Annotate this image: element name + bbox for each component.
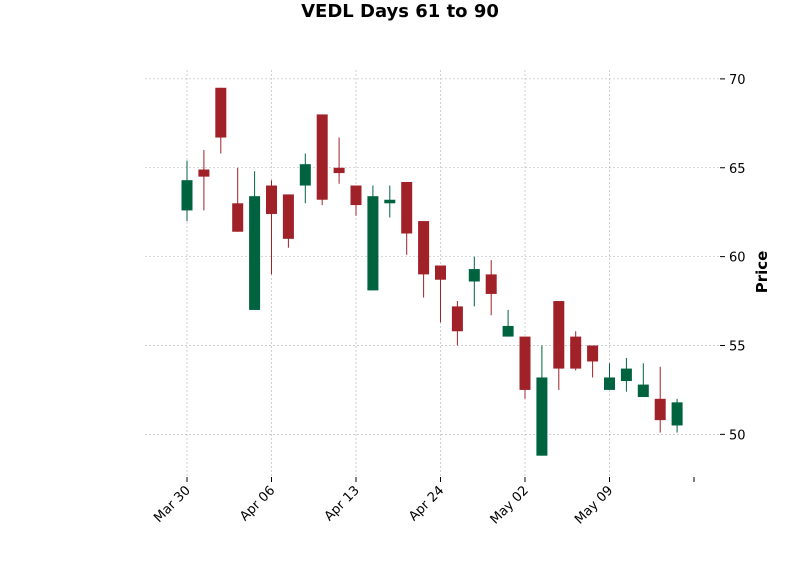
candle-body xyxy=(536,377,548,456)
candle-body xyxy=(198,169,210,177)
y-tick-label: 55 xyxy=(729,339,746,354)
x-tick-label: Apr 13 xyxy=(322,483,363,524)
y-tick-label: 65 xyxy=(729,162,746,177)
y-axis-label: Price xyxy=(753,251,771,294)
x-tick-label: Mar 30 xyxy=(151,483,194,526)
axes: 50 55 60 65 70 Mar 30 Apr 06 Apr 13 Apr 24 May 02… xyxy=(151,73,745,528)
x-tick-label: Apr 24 xyxy=(406,483,447,524)
candle-body xyxy=(299,164,311,186)
candle-body xyxy=(384,199,396,204)
y-tick-label: 60 xyxy=(729,251,746,266)
grid xyxy=(145,70,720,477)
candle-body xyxy=(570,336,582,369)
candle-body xyxy=(435,265,446,280)
x-tick-label: May 09 xyxy=(572,483,616,527)
candle-body xyxy=(249,196,261,310)
x-tick-label: May 02 xyxy=(488,483,532,527)
candle-body xyxy=(215,87,227,138)
candle-body xyxy=(181,180,193,211)
y-tick-label: 50 xyxy=(729,428,746,443)
candle-body xyxy=(587,345,599,362)
x-tick-label: Apr 06 xyxy=(237,483,278,524)
candle-body xyxy=(418,221,430,275)
candle-body xyxy=(620,368,632,382)
candle-body xyxy=(468,269,480,282)
candle-body xyxy=(502,325,514,337)
candle-body xyxy=(654,398,666,421)
candle-body xyxy=(485,274,497,294)
candle-body xyxy=(282,194,294,239)
candle-body xyxy=(401,181,413,234)
candle-body xyxy=(266,185,277,214)
candle-body xyxy=(637,384,649,398)
candle-body xyxy=(519,336,531,390)
chart-title: VEDL Days 61 to 90 xyxy=(301,1,499,22)
candle-body xyxy=(553,301,565,369)
candles xyxy=(181,87,683,456)
candle-body xyxy=(604,377,615,390)
y-tick-label: 70 xyxy=(729,73,746,88)
candle-body xyxy=(671,402,683,426)
candle-body xyxy=(316,114,328,200)
candle-body xyxy=(350,185,362,206)
candle-body xyxy=(333,167,345,174)
candle-body xyxy=(232,203,244,232)
candle-body xyxy=(367,196,379,291)
candle-body xyxy=(451,306,463,332)
